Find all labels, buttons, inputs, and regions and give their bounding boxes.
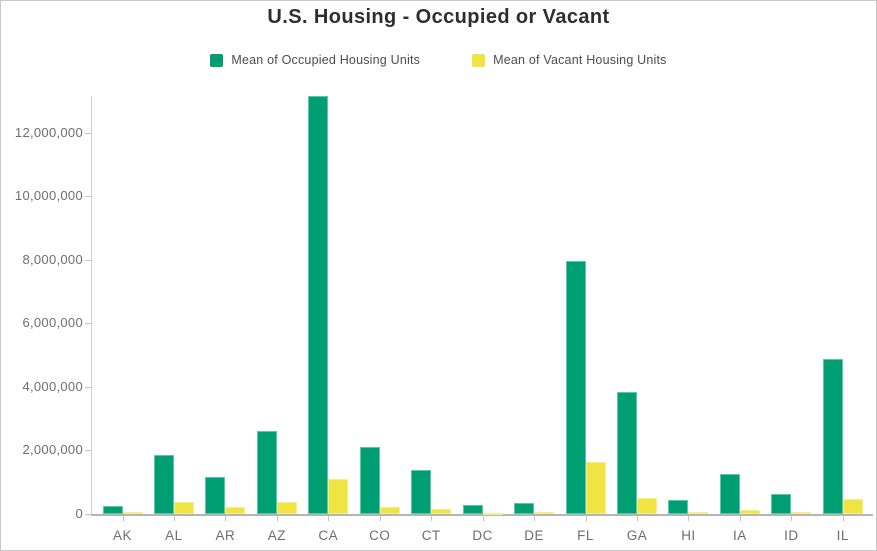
bar-vacant-CA[interactable] [328, 479, 349, 514]
x-label-IL: IL [836, 528, 849, 543]
bar-vacant-AZ[interactable] [276, 502, 297, 514]
x-tick-mark [791, 516, 792, 521]
bar-occupied-ID[interactable] [771, 494, 792, 514]
bar-vacant-GA[interactable] [637, 498, 657, 514]
bar-vacant-AL[interactable] [173, 502, 194, 514]
y-tick-label: 0 [75, 506, 83, 521]
x-label-GA: GA [626, 528, 648, 543]
x-tick-mark [225, 516, 226, 521]
legend-label-occupied: Mean of Occupied Housing Units [231, 53, 421, 67]
x-label-AZ: AZ [267, 528, 286, 543]
bar-occupied-DC[interactable] [462, 505, 483, 514]
bar-occupied-AZ[interactable] [256, 431, 277, 514]
x-label-ID: ID [784, 528, 799, 543]
bar-occupied-HI[interactable] [668, 500, 689, 514]
x-tick-mark [174, 516, 175, 521]
x-tick-mark [328, 516, 329, 521]
y-tick-label: 2,000,000 [22, 442, 83, 457]
x-label-CA: CA [318, 528, 339, 543]
y-tick-mark [85, 450, 91, 451]
chart-legend: Mean of Occupied Housing Units Mean of V… [1, 53, 876, 67]
bar-vacant-AK[interactable] [122, 512, 143, 514]
bar-occupied-AL[interactable] [153, 455, 174, 514]
x-label-AL: AL [165, 528, 183, 543]
x-tick-mark [483, 516, 484, 521]
legend-swatch-vacant-icon [472, 53, 486, 67]
x-axis-line [91, 514, 873, 516]
bar-vacant-DC[interactable] [482, 513, 503, 515]
legend-item-vacant[interactable]: Mean of Vacant Housing Units [472, 53, 667, 67]
bar-occupied-GA[interactable] [617, 392, 637, 514]
x-tick-mark [586, 516, 587, 521]
bar-occupied-DE[interactable] [514, 503, 535, 514]
y-tick-label: 10,000,000 [14, 188, 83, 203]
legend-swatch-occupied-icon [210, 53, 224, 67]
bar-vacant-HI[interactable] [688, 512, 709, 514]
y-tick-label: 12,000,000 [14, 125, 83, 140]
y-tick-label: 8,000,000 [22, 252, 83, 267]
x-tick-mark [431, 516, 432, 521]
bar-vacant-DE[interactable] [534, 512, 555, 514]
x-label-HI: HI [681, 528, 696, 543]
bar-vacant-CO[interactable] [379, 507, 400, 514]
bar-occupied-IA[interactable] [719, 474, 740, 514]
x-tick-mark [534, 516, 535, 521]
x-label-AR: AR [215, 528, 236, 543]
bar-occupied-CA[interactable] [308, 96, 329, 514]
y-tick-label: 6,000,000 [22, 315, 83, 330]
bar-vacant-AR[interactable] [225, 507, 246, 514]
x-tick-mark [277, 516, 278, 521]
x-label-DE: DE [524, 528, 544, 543]
bar-occupied-AR[interactable] [205, 477, 226, 514]
y-tick-mark [85, 260, 91, 261]
x-label-AK: AK [112, 528, 132, 543]
x-label-IA: IA [733, 528, 747, 543]
bar-occupied-FL[interactable] [565, 261, 586, 514]
x-tick-mark [740, 516, 741, 521]
y-tick-mark [85, 323, 91, 324]
x-tick-mark [843, 516, 844, 521]
bar-vacant-FL[interactable] [585, 462, 606, 514]
y-tick-mark [85, 387, 91, 388]
bar-occupied-CO[interactable] [359, 447, 380, 514]
legend-label-vacant: Mean of Vacant Housing Units [493, 53, 667, 67]
bar-vacant-ID[interactable] [791, 512, 812, 514]
bar-vacant-CT[interactable] [431, 509, 452, 514]
bar-occupied-IL[interactable] [822, 359, 843, 514]
x-label-CO: CO [369, 528, 391, 543]
legend-item-occupied[interactable]: Mean of Occupied Housing Units [210, 53, 420, 67]
x-tick-mark [688, 516, 689, 521]
bar-vacant-IA[interactable] [739, 510, 760, 514]
y-tick-label: 4,000,000 [22, 379, 83, 394]
chart-title: U.S. Housing - Occupied or Vacant [267, 6, 610, 28]
bar-vacant-IL[interactable] [842, 499, 863, 514]
x-label-FL: FL [577, 528, 594, 543]
x-label-DC: DC [472, 528, 493, 543]
y-axis-line [91, 96, 92, 516]
bar-occupied-AK[interactable] [102, 506, 123, 514]
bar-occupied-CT[interactable] [411, 470, 432, 514]
x-tick-mark [123, 516, 124, 521]
y-tick-mark [85, 514, 91, 515]
y-tick-mark [85, 133, 91, 134]
y-tick-mark [85, 196, 91, 197]
x-tick-mark [637, 516, 638, 521]
x-label-CT: CT [421, 528, 441, 543]
x-tick-mark [380, 516, 381, 521]
